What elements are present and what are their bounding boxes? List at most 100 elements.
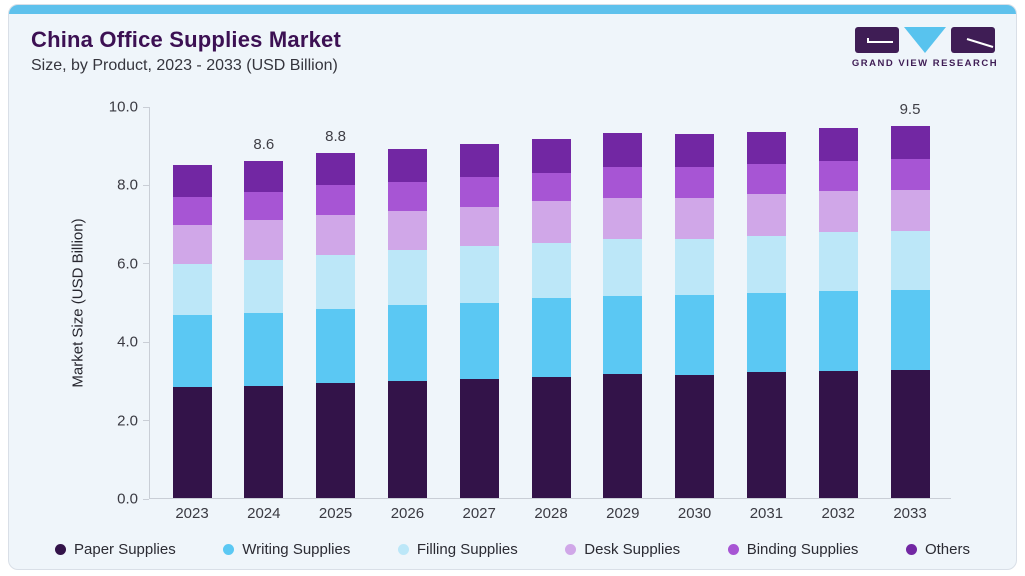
bar-segment-2032-filling-supplies [818,231,858,292]
legend-label: Paper Supplies [74,541,176,558]
top-accent-bar [9,5,1016,14]
plot-area: Market Size (USD Billion) 0.0 2.0 4.0 6.0 8.… [70,99,951,522]
y-axis-tick [143,420,149,422]
bar-segment-2024-writing-supplies [244,313,284,386]
legend-item-others: Others [905,541,970,558]
grand-view-research-logo: GRAND VIEW RESEARCH [850,27,1000,69]
legend-dot-icon [223,544,235,555]
y-axis-tick [143,184,149,186]
x-axis-label-2032: 2032 [821,505,855,522]
y-axis-tick-label: 4.0 [117,333,138,351]
logo-g-icon [855,27,899,53]
legend-dot-icon [905,544,917,555]
chart-legend: Paper Supplies Writing Supplies Filling Su… [55,541,970,558]
bar-segment-2032-desk-supplies [818,190,858,232]
bar-segment-2025-filling-supplies [316,254,356,309]
page-title: China Office Supplies Market [31,27,342,52]
bar-segment-2028-binding-supplies [531,172,571,201]
legend-dot-icon [397,544,409,555]
bar-segment-2029-binding-supplies [603,166,643,198]
legend-item-binding-supplies: Binding Supplies [727,541,859,558]
bar-segment-2030-writing-supplies [675,295,715,375]
x-axis-label-2024: 2024 [247,505,281,522]
bar-segment-2033-desk-supplies [890,189,930,232]
bar-segment-2023-binding-supplies [172,197,212,226]
bar-segment-2030-others [675,134,715,168]
bar-segment-2030-filling-supplies [675,238,715,296]
bar-segment-2031-paper-supplies [746,372,786,498]
x-axis-label-2031: 2031 [749,505,784,522]
page-subtitle: Size, by Product, 2023 - 2033 (USD Billi… [31,57,338,74]
legend-item-paper-supplies: Paper Supplies [55,541,176,558]
y-axis-tick [143,498,149,500]
bar-segment-2025-paper-supplies [316,382,356,498]
bar-segment-2027-paper-supplies [459,378,499,498]
bar-segment-2028-writing-supplies [531,298,571,378]
bar-segment-2029-writing-supplies [603,295,643,375]
y-axis-tick-label: 8.0 [117,176,138,194]
bar-segment-2028-paper-supplies [531,377,571,498]
y-axis-tick-label: 0.0 [117,490,138,508]
bar-segment-2027-desk-supplies [459,206,499,247]
bar-segment-2023-others [172,164,212,198]
y-axis-title: Market Size (USD Billion) [69,217,87,388]
bar-segment-2032-others [818,127,858,161]
bar-segment-2025-writing-supplies [316,308,356,383]
bar-segment-2026-writing-supplies [387,304,427,381]
bar-segment-2033-others [890,125,930,159]
bar-segment-2027-writing-supplies [459,302,499,379]
bar-segment-2029-desk-supplies [603,197,643,239]
x-axis-label-2023: 2023 [175,505,209,522]
logo-marks [850,27,1000,53]
bar-segment-2031-writing-supplies [746,293,786,373]
bar-segment-2023-writing-supplies [172,314,212,388]
bar-segment-2024-others [244,160,284,193]
bar-segment-2028-others [531,139,571,173]
x-axis-label-2027: 2027 [462,505,496,522]
bar-segment-2033-binding-supplies [890,158,930,190]
bar-segment-2030-paper-supplies [675,374,715,498]
bar-segment-2032-paper-supplies [818,370,858,498]
legend-label: Desk Supplies [584,541,681,558]
bar-segment-2033-writing-supplies [890,289,930,370]
bar-segment-2030-binding-supplies [675,167,715,198]
report-card: China Office Supplies Market Size, by Pr… [8,4,1017,570]
bar-segment-2025-others [316,153,356,186]
legend-item-desk-supplies: Desk Supplies [565,541,680,558]
bar-segment-2024-paper-supplies [244,385,284,498]
bar-segment-2027-others [459,144,499,178]
bar-segment-2028-filling-supplies [531,243,571,299]
bar-segment-2025-binding-supplies [316,185,356,215]
bar-segment-2029-filling-supplies [603,238,643,296]
x-axis-label-2028: 2028 [534,505,568,522]
legend-dot-icon [565,544,577,555]
bar-segment-2027-filling-supplies [459,246,499,303]
bar-total-label-2025: 8.8 [325,128,347,146]
legend-label: Binding Supplies [746,541,859,558]
bar-segment-2032-writing-supplies [818,291,858,371]
bar-total-label-2033: 9.5 [899,100,921,118]
legend-label: Writing Supplies [242,541,351,558]
x-axis-label-2026: 2026 [390,505,425,522]
bar-segment-2023-filling-supplies [172,263,212,315]
bar-segment-2033-filling-supplies [890,231,930,290]
bar-segment-2029-others [603,133,643,167]
y-axis-tick [143,341,149,343]
x-axis-label-2025: 2025 [318,505,353,522]
x-axis-label-2030: 2030 [677,505,712,522]
x-axis-label-2033: 2033 [893,505,927,522]
y-axis-tick-label: 10.0 [108,98,138,116]
bar-segment-2023-paper-supplies [172,387,212,498]
y-axis-tick [143,263,149,265]
bar-segment-2024-filling-supplies [244,260,284,314]
bar-segment-2027-binding-supplies [459,177,499,207]
bar-segment-2024-binding-supplies [244,192,284,221]
logo-r-icon [951,27,995,53]
legend-dot-icon [727,544,739,555]
bar-segment-2033-paper-supplies [890,369,930,498]
bar-segment-2026-paper-supplies [387,380,427,498]
bar-segment-2024-desk-supplies [244,220,284,261]
bar-segment-2031-binding-supplies [746,164,786,194]
bar-segment-2026-binding-supplies [387,182,427,211]
y-axis-tick-label: 2.0 [117,412,138,430]
